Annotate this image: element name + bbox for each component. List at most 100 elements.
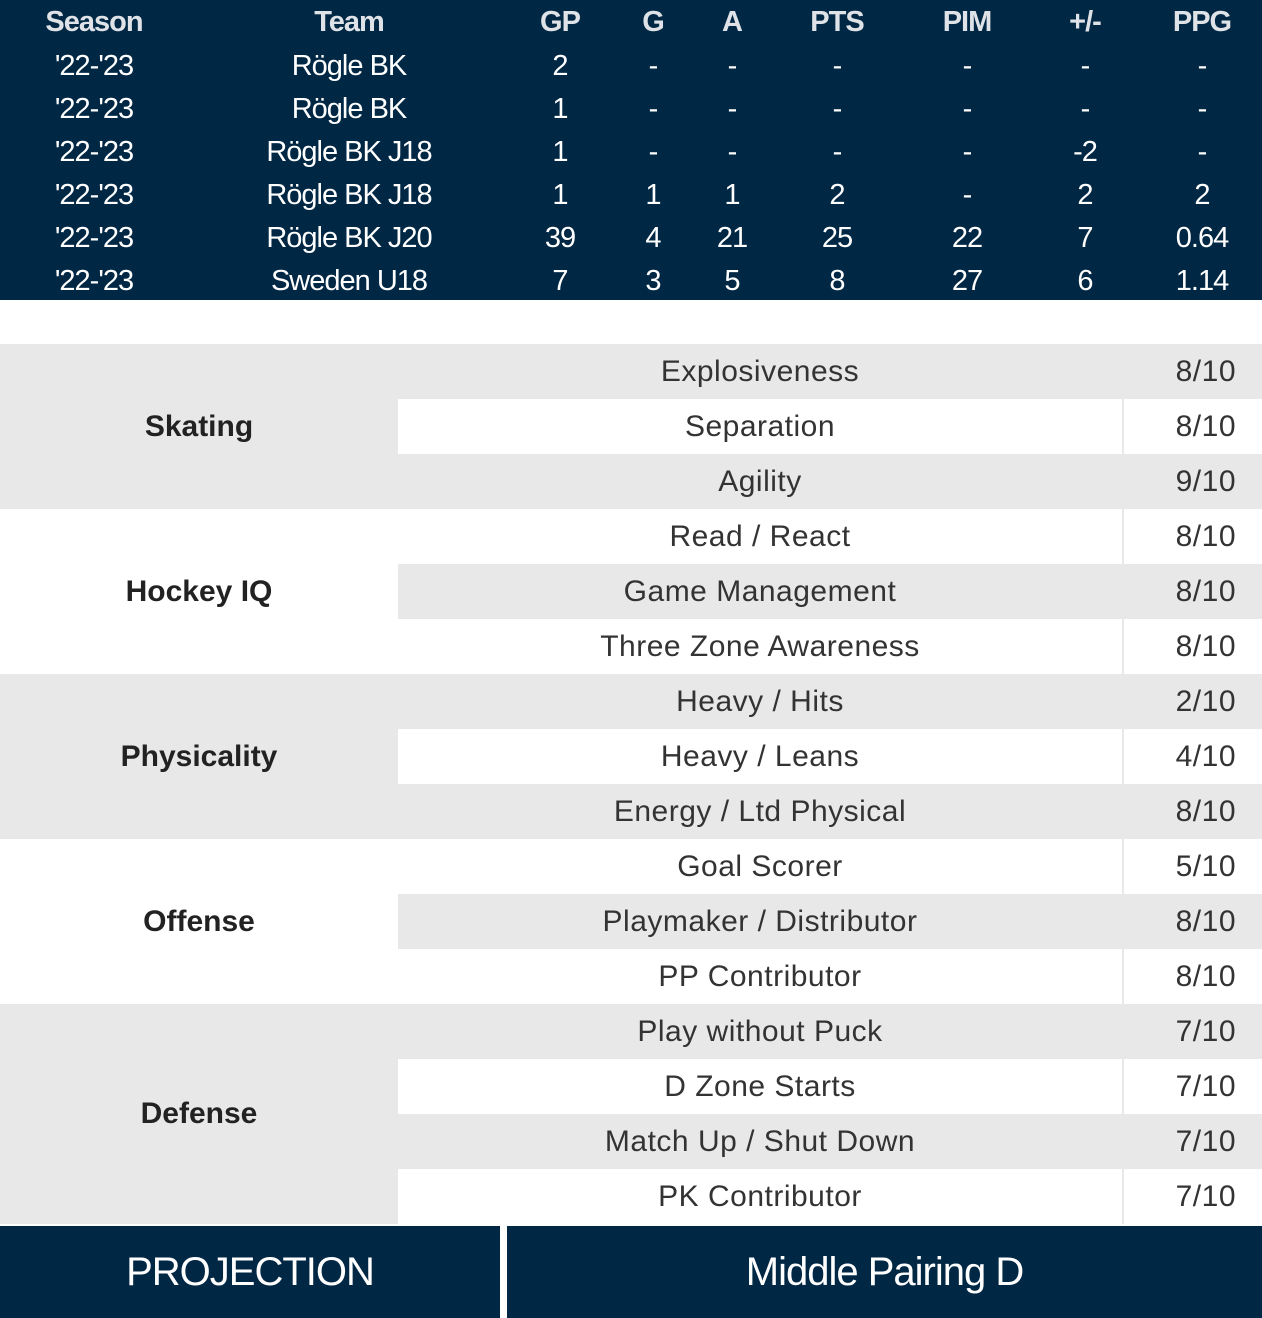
stats-row: '22-'23 Rögle BK J20 39 4 21 25 22 7 0.64: [0, 217, 1262, 260]
category-label: Offense: [0, 839, 398, 1004]
stats-row-cell: -: [1080, 93, 1091, 125]
stats-header-cell: A: [722, 6, 743, 38]
skill-row: D Zone Starts 7/10: [398, 1059, 1262, 1114]
stats-header-cell: PTS: [810, 6, 864, 38]
stats-header: Season Team GP G A PTS PIM +/- PPG: [0, 0, 1262, 45]
stats-row-cell: 4: [645, 222, 661, 254]
stats-row-cell: -: [648, 50, 659, 82]
stats-row-cell: -: [962, 93, 973, 125]
stats-row-cell: -: [648, 93, 659, 125]
stats-row-cell: Rögle BK: [291, 50, 408, 82]
stats-row-cell: 27: [951, 265, 983, 297]
scouting-group: Skating Explosiveness 8/10 Separation 8/10 Ag…: [0, 344, 1262, 509]
skill-row: Goal Scorer 5/10: [398, 839, 1262, 894]
stats-row-cell: Sweden U18: [270, 265, 428, 297]
skill-row: Heavy / Leans 4/10: [398, 729, 1262, 784]
stats-row-cell: 2: [829, 179, 845, 211]
stats-row-cell: Rögle BK: [291, 93, 408, 125]
skill-name: Explosiveness: [660, 354, 860, 388]
skill-rating: 9/10: [1122, 454, 1262, 509]
skill-row: PK Contributor 7/10: [398, 1169, 1262, 1224]
stats-row-cell: -: [1080, 50, 1091, 82]
skill-name: Agility: [718, 464, 802, 498]
stats-row: '22-'23 Rögle BK J18 1 - - - - -2 -: [0, 131, 1262, 174]
stats-row-cell: -: [1197, 50, 1208, 82]
skill-row: Play without Puck 7/10: [398, 1004, 1262, 1059]
stats-header-cell: +/-: [1069, 6, 1102, 38]
skill-name: PP Contributor: [658, 959, 862, 993]
stats-header-cell: G: [642, 6, 665, 38]
stats-row-cell: -: [962, 50, 973, 82]
skill-rating: 4/10: [1122, 729, 1262, 784]
stats-row-cell: '22-'23: [54, 93, 134, 125]
stats-row-cell: 22: [951, 222, 983, 254]
stats-header-cell: Team: [314, 6, 385, 38]
skill-rating: 7/10: [1122, 1004, 1262, 1059]
stats-header-cell: PPG: [1172, 6, 1232, 38]
stats-row-cell: '22-'23: [54, 50, 134, 82]
stats-row: '22-'23 Sweden U18 7 3 5 8 27 6 1.14: [0, 260, 1262, 303]
stats-row: '22-'23 Rögle BK 2 - - - - - -: [0, 45, 1262, 88]
stats-row-cell: '22-'23: [54, 222, 134, 254]
scouting-group: Physicality Heavy / Hits 2/10 Heavy / Leans…: [0, 674, 1262, 839]
skill-rating: 8/10: [1122, 784, 1262, 839]
stats-row-cell: -: [1197, 93, 1208, 125]
stats-row: '22-'23 Rögle BK 1 - - - - - -: [0, 88, 1262, 131]
stats-row-cell: -2: [1073, 136, 1098, 168]
skill-row: Separation 8/10: [398, 399, 1262, 454]
scouting-group: Hockey IQ Read / React 8/10 Game Management…: [0, 509, 1262, 674]
skill-rating: 8/10: [1122, 894, 1262, 949]
scouting-group: Offense Goal Scorer 5/10 Playmaker / Distri…: [0, 839, 1262, 1004]
stats-header-cell: Season: [45, 6, 143, 38]
scouting-group: Defense Play without Puck 7/10 D Zone Start…: [0, 1004, 1262, 1224]
stats-row: '22-'23 Rögle BK J18 1 1 1 2 - 2 2: [0, 174, 1262, 217]
skill-row: PP Contributor 8/10: [398, 949, 1262, 1004]
stats-row-cell: '22-'23: [54, 136, 134, 168]
skill-rating: 7/10: [1122, 1059, 1262, 1114]
skill-rating: 8/10: [1122, 949, 1262, 1004]
stats-table: Season Team GP G A PTS PIM +/- PPG '22-'23 Rögle B…: [0, 0, 1262, 300]
skill-row: Match Up / Shut Down 7/10: [398, 1114, 1262, 1169]
stats-row-cell: -: [962, 136, 973, 168]
stats-row-cell: -: [832, 50, 843, 82]
skill-row: Playmaker / Distributor 8/10: [398, 894, 1262, 949]
stats-row-cell: 7: [552, 265, 568, 297]
skill-rating: 8/10: [1122, 619, 1262, 674]
skill-name: PK Contributor: [658, 1179, 862, 1213]
skill-row: Agility 9/10: [398, 454, 1262, 509]
skill-row: Energy / Ltd Physical 8/10: [398, 784, 1262, 839]
skill-rating: 2/10: [1122, 674, 1262, 729]
category-label: Skating: [0, 344, 398, 509]
stats-row-cell: Rögle BK J20: [266, 222, 432, 254]
skill-name: Goal Scorer: [677, 849, 843, 883]
skill-name: Match Up / Shut Down: [604, 1124, 916, 1158]
stats-row-cell: 1.14: [1175, 265, 1229, 297]
stats-row-cell: 25: [821, 222, 853, 254]
stats-row-cell: 1: [552, 93, 568, 125]
skill-row: Three Zone Awareness 8/10: [398, 619, 1262, 674]
stats-row-cell: 2: [552, 50, 568, 82]
skill-name: Play without Puck: [637, 1014, 883, 1048]
stats-row-cell: 6: [1077, 265, 1093, 297]
skill-rating: 7/10: [1122, 1169, 1262, 1224]
skill-row: Explosiveness 8/10: [398, 344, 1262, 399]
skill-name: Read / React: [669, 519, 851, 553]
skill-row: Game Management 8/10: [398, 564, 1262, 619]
skill-rating: 8/10: [1122, 509, 1262, 564]
stats-row-cell: '22-'23: [54, 265, 134, 297]
skill-name: Heavy / Leans: [660, 739, 860, 773]
stats-header-cell: GP: [540, 6, 581, 38]
category-label: Hockey IQ: [0, 509, 398, 674]
stats-row-cell: Rögle BK J18: [266, 136, 432, 168]
projection-value: Middle Pairing D: [507, 1226, 1262, 1318]
stats-row-cell: Rögle BK J18: [266, 179, 432, 211]
stats-row-cell: 2: [1194, 179, 1210, 211]
skill-name: Heavy / Hits: [676, 684, 844, 718]
stats-header-cell: PIM: [942, 6, 993, 38]
stats-row-cell: -: [727, 50, 738, 82]
skill-name: Three Zone Awareness: [600, 629, 920, 663]
stats-row-cell: -: [832, 136, 843, 168]
skill-row: Read / React 8/10: [398, 509, 1262, 564]
stats-row-cell: 5: [724, 265, 740, 297]
skill-name: D Zone Starts: [664, 1069, 856, 1103]
